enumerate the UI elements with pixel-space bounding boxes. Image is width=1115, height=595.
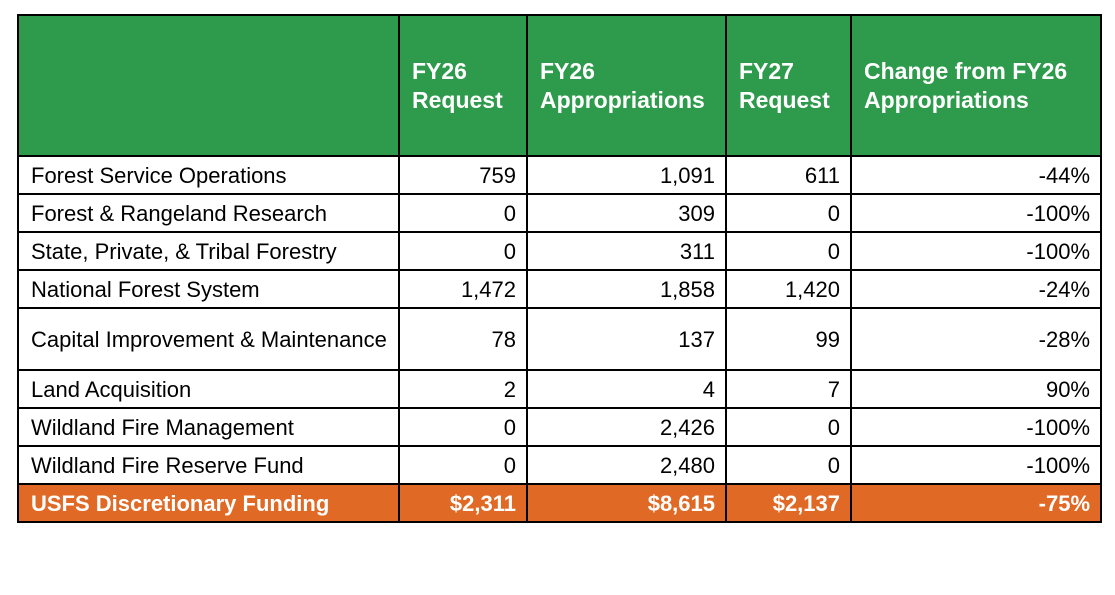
table-row: Forest Service Operations 759 1,091 611 … [17, 155, 1102, 195]
cell-fy27-request: 0 [725, 193, 852, 233]
header-change: Change from FY26 Appropriations [850, 14, 1102, 157]
cell-fy26-request: 0 [398, 445, 528, 485]
cell-fy27-request: 1,420 [725, 269, 852, 309]
cell-fy26-appropriations: 2,426 [526, 407, 727, 447]
total-row: USFS Discretionary Funding $2,311 $8,615… [17, 483, 1102, 523]
cell-change: -100% [850, 231, 1102, 271]
cell-fy26-request: 0 [398, 193, 528, 233]
row-label: State, Private, & Tribal Forestry [17, 231, 400, 271]
cell-fy26-request: 0 [398, 231, 528, 271]
cell-change: -100% [850, 445, 1102, 485]
header-fy26-request: FY26 Request [398, 14, 528, 157]
row-label: Capital Improvement & Maintenance [17, 307, 400, 371]
cell-fy27-request: 0 [725, 407, 852, 447]
table-row: Capital Improvement & Maintenance 78 137… [17, 307, 1102, 371]
table-row: Forest & Rangeland Research 0 309 0 -100… [17, 193, 1102, 233]
header-label-col [17, 14, 400, 157]
cell-fy26-appropriations: 1,858 [526, 269, 727, 309]
cell-fy26-appropriations: 1,091 [526, 155, 727, 195]
cell-fy26-request: 1,472 [398, 269, 528, 309]
cell-fy27-request: 611 [725, 155, 852, 195]
table-row: Land Acquisition 2 4 7 90% [17, 369, 1102, 409]
table-row: Wildland Fire Management 0 2,426 0 -100% [17, 407, 1102, 447]
cell-fy26-appropriations: 311 [526, 231, 727, 271]
cell-change: -28% [850, 307, 1102, 371]
cell-fy26-appropriations: 4 [526, 369, 727, 409]
total-fy26-request: $2,311 [398, 483, 528, 523]
row-label: Forest & Rangeland Research [17, 193, 400, 233]
row-label: Land Acquisition [17, 369, 400, 409]
row-label: Wildland Fire Management [17, 407, 400, 447]
cell-change: 90% [850, 369, 1102, 409]
cell-fy26-request: 2 [398, 369, 528, 409]
table-row: National Forest System 1,472 1,858 1,420… [17, 269, 1102, 309]
cell-fy27-request: 7 [725, 369, 852, 409]
cell-fy26-appropriations: 309 [526, 193, 727, 233]
cell-fy26-request: 0 [398, 407, 528, 447]
cell-fy26-appropriations: 137 [526, 307, 727, 371]
usfs-budget-table: FY26 Request FY26 Appropriations FY27 Re… [17, 14, 1102, 523]
cell-fy27-request: 0 [725, 445, 852, 485]
cell-change: -100% [850, 193, 1102, 233]
row-label: Wildland Fire Reserve Fund [17, 445, 400, 485]
cell-change: -100% [850, 407, 1102, 447]
cell-fy26-appropriations: 2,480 [526, 445, 727, 485]
total-change: -75% [850, 483, 1102, 523]
cell-fy26-request: 759 [398, 155, 528, 195]
cell-fy27-request: 0 [725, 231, 852, 271]
header-fy26-appropriations: FY26 Appropriations [526, 14, 727, 157]
table-row: Wildland Fire Reserve Fund 0 2,480 0 -10… [17, 445, 1102, 485]
table-row: State, Private, & Tribal Forestry 0 311 … [17, 231, 1102, 271]
row-label: National Forest System [17, 269, 400, 309]
cell-change: -44% [850, 155, 1102, 195]
cell-fy26-request: 78 [398, 307, 528, 371]
row-label: Forest Service Operations [17, 155, 400, 195]
header-fy27-request: FY27 Request [725, 14, 852, 157]
header-row: FY26 Request FY26 Appropriations FY27 Re… [17, 14, 1102, 157]
cell-fy27-request: 99 [725, 307, 852, 371]
cell-change: -24% [850, 269, 1102, 309]
total-label: USFS Discretionary Funding [17, 483, 400, 523]
total-fy26-appropriations: $8,615 [526, 483, 727, 523]
total-fy27-request: $2,137 [725, 483, 852, 523]
